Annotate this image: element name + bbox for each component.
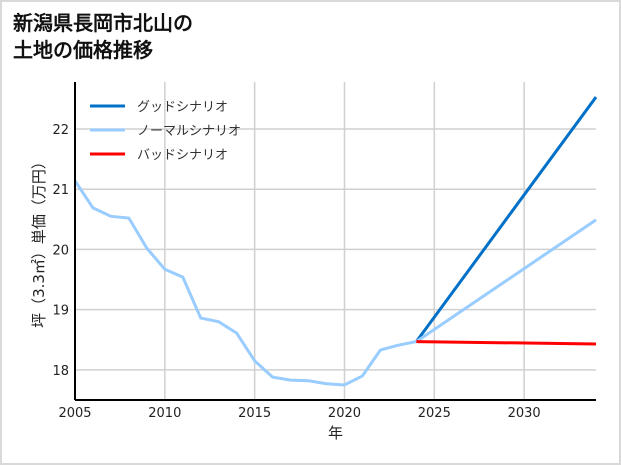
legend-label: バッドシナリオ [137,148,228,163]
x-tick-label: 2015 [238,406,271,421]
y-tick-label: 19 [52,304,69,319]
x-tick-label: 2005 [58,406,91,421]
x-tick-label: 2010 [148,406,181,421]
legend-label: グッドシナリオ [137,100,228,115]
series-line [416,340,597,346]
x-tick-label: 2025 [418,406,451,421]
y-tick-label: 21 [52,183,69,198]
title-line-2: 土地の価格推移 [13,38,153,62]
legend-label: ノーマルシナリオ [137,124,241,139]
x-axis-label: 年 [328,424,343,442]
x-tick-label: 2020 [328,406,361,421]
series-line [73,179,597,387]
y-tick-label: 20 [52,243,69,258]
y-axis-label: 坪（3.3㎡）単価（万円） [30,154,48,328]
chart-title: 新潟県長岡市北山の 土地の価格推移 [13,10,193,64]
y-tick-label: 18 [52,364,69,379]
y-tick-label: 22 [52,123,69,138]
title-line-1: 新潟県長岡市北山の [13,11,193,35]
series-line [415,96,598,343]
x-tick-label: 2030 [508,406,541,421]
